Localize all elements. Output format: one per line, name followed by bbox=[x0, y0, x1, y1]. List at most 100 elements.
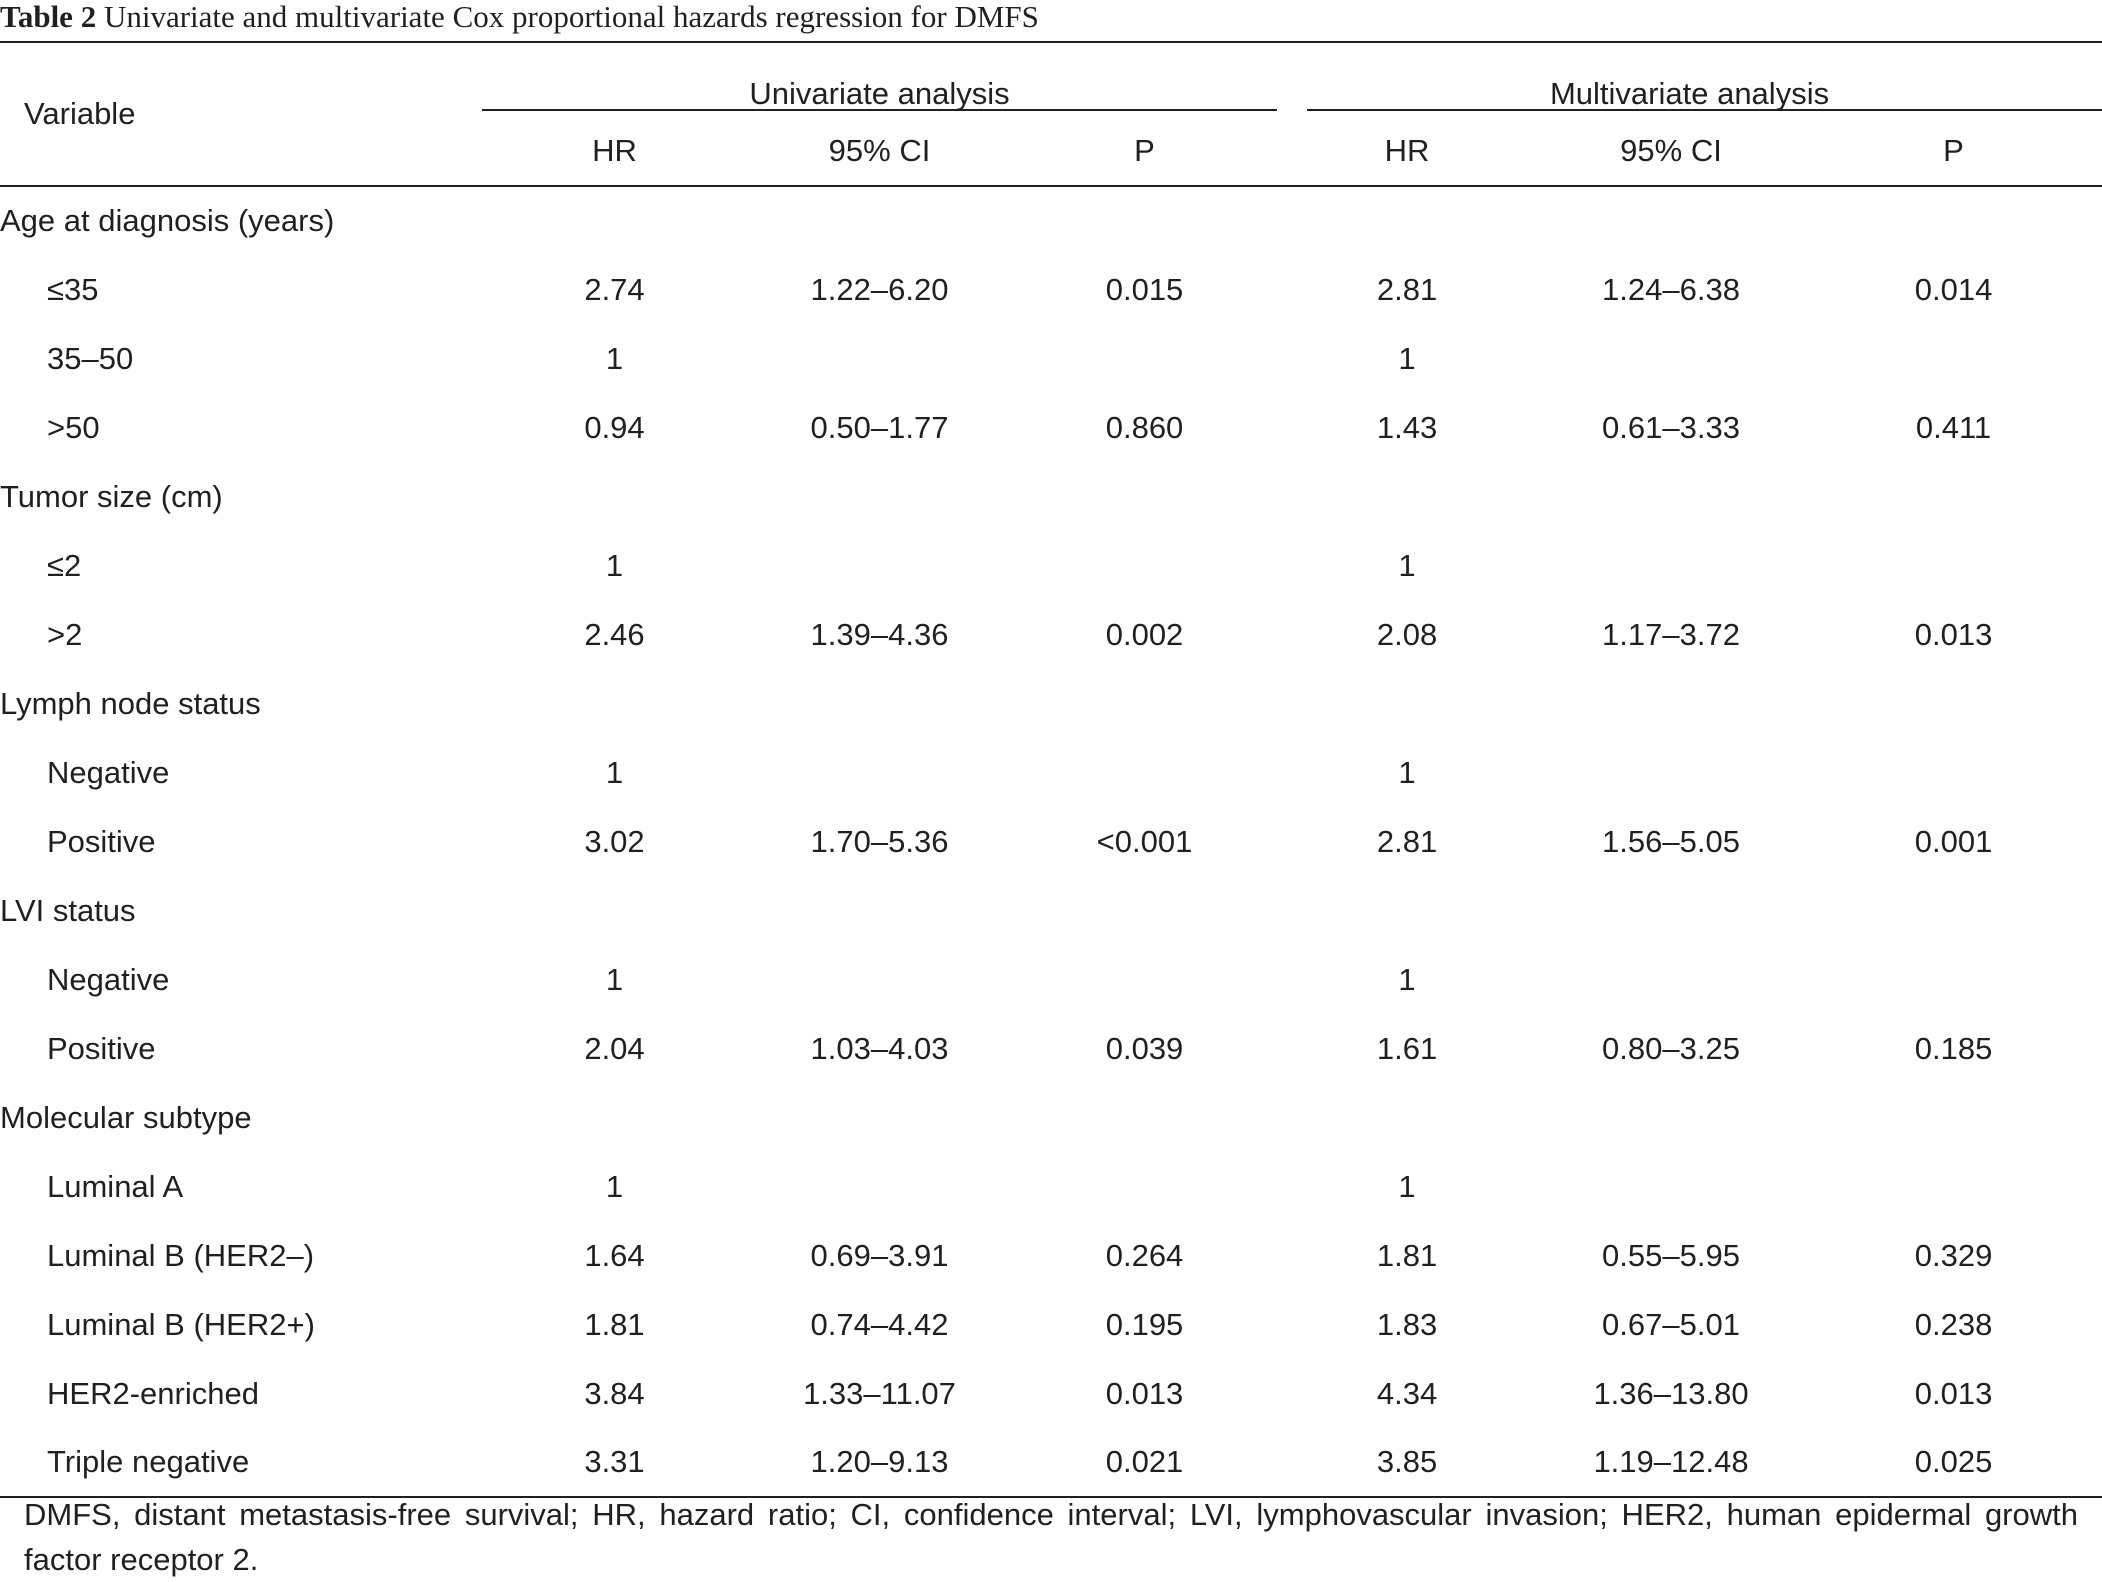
table-row-category: Tumor size (cm) bbox=[0, 462, 2102, 531]
caption-title: Univariate and multivariate Cox proporti… bbox=[103, 0, 1039, 34]
multi-p-cell bbox=[1805, 324, 2102, 393]
table-row: HER2-enriched 3.84 1.33–11.07 0.013 4.34 1.36… bbox=[0, 1359, 2102, 1428]
multi-ci-cell bbox=[1537, 738, 1805, 807]
results-table: Variable Univariate analysis Multivariat… bbox=[0, 41, 2102, 1498]
uni-ci-cell: 1.03–4.03 bbox=[810, 1030, 949, 1066]
multi-ci-cell bbox=[1537, 531, 1805, 600]
multi-hr-cell: 1.43 bbox=[1376, 409, 1438, 445]
uni-hr-cell: 0.94 bbox=[584, 409, 645, 445]
multi-hr-cell: 1 bbox=[1398, 340, 1416, 376]
multi-ci-cell: 0.67–5.01 bbox=[1602, 1306, 1740, 1342]
multi-hr-cell bbox=[1277, 876, 1537, 945]
header-row-groups: Variable Univariate analysis Multivariat… bbox=[0, 42, 2102, 187]
table-row: Luminal A 1 1 bbox=[0, 1152, 2102, 1221]
table-row-category: LVI status bbox=[0, 876, 2102, 945]
uni-ci-cell bbox=[747, 462, 1012, 531]
table-row: Luminal B (HER2–) 1.64 0.69–3.91 0.264 1.81 0… bbox=[0, 1221, 2102, 1290]
table-row-category: Molecular subtype bbox=[0, 1083, 2102, 1152]
table-row: >2 2.46 1.39–4.36 0.002 2.08 1.17–3.72 0.013 bbox=[0, 600, 2102, 669]
variable-cell: Positive bbox=[47, 1030, 156, 1066]
caption-label: Table 2 bbox=[0, 0, 97, 34]
uni-hr-cell bbox=[482, 186, 747, 255]
variable-cell: Molecular subtype bbox=[0, 1099, 252, 1135]
variable-cell: HER2-enriched bbox=[47, 1375, 259, 1411]
multi-p-cell: 0.329 bbox=[1914, 1237, 1993, 1273]
multi-p-cell bbox=[1805, 462, 2102, 531]
uni-hr-cell: 1.64 bbox=[584, 1237, 645, 1273]
table-row: 35–50 1 1 bbox=[0, 324, 2102, 393]
multi-hr-cell: 1 bbox=[1398, 547, 1416, 583]
multi-ci-cell bbox=[1537, 1152, 1805, 1221]
multi-ci-cell: 0.80–3.25 bbox=[1602, 1030, 1740, 1066]
uni-ci-cell: 0.69–3.91 bbox=[810, 1237, 949, 1273]
multi-p-cell bbox=[1805, 531, 2102, 600]
uni-p-cell bbox=[1012, 1083, 1277, 1152]
multi-ci-cell bbox=[1537, 186, 1805, 255]
uni-hr-cell: 1 bbox=[605, 961, 624, 997]
multi-ci-cell: 1.17–3.72 bbox=[1602, 616, 1740, 652]
multi-ci-cell: 0.61–3.33 bbox=[1602, 409, 1740, 445]
uni-p-cell bbox=[1012, 531, 1277, 600]
multi-hr-cell bbox=[1277, 669, 1537, 738]
uni-ci-cell bbox=[747, 945, 1012, 1014]
multi-ci-cell: 1.19–12.48 bbox=[1593, 1444, 1749, 1479]
multi-ci-cell: 1.56–5.05 bbox=[1602, 823, 1740, 859]
multi-p-cell: 0.001 bbox=[1914, 823, 1993, 859]
variable-cell: Negative bbox=[47, 961, 170, 997]
variable-cell: Luminal A bbox=[47, 1168, 184, 1204]
uni-ci-cell: 0.74–4.42 bbox=[810, 1306, 949, 1342]
multi-p-cell bbox=[1805, 945, 2102, 1014]
table-row: Negative 1 1 bbox=[0, 738, 2102, 807]
variable-cell: Positive bbox=[47, 823, 156, 859]
uni-p-cell bbox=[1012, 876, 1277, 945]
uni-ci-cell: 0.50–1.77 bbox=[810, 409, 949, 445]
uni-hr-cell: 3.84 bbox=[584, 1375, 645, 1411]
multi-hr-cell bbox=[1277, 462, 1537, 531]
multi-ci-header: 95% CI bbox=[1537, 117, 1806, 187]
multi-hr-cell: 1.81 bbox=[1376, 1237, 1438, 1273]
uni-ci-cell: 1.39–4.36 bbox=[810, 616, 949, 652]
multi-p-cell bbox=[1805, 186, 2102, 255]
variable-cell: Luminal B (HER2–) bbox=[47, 1237, 315, 1273]
uni-hr-header: HR bbox=[482, 117, 747, 187]
multi-p-cell: 0.025 bbox=[1914, 1444, 1993, 1479]
multi-p-cell: 0.238 bbox=[1914, 1306, 1993, 1342]
multi-p-cell: 0.411 bbox=[1915, 409, 1992, 445]
uni-hr-cell: 3.31 bbox=[584, 1444, 645, 1479]
multi-hr-cell bbox=[1277, 186, 1537, 255]
multi-ci-cell bbox=[1537, 1083, 1805, 1152]
multi-hr-cell: 1 bbox=[1398, 754, 1416, 790]
variable-cell: Age at diagnosis (years) bbox=[0, 203, 335, 238]
header-row-columns: HR 95% CI P HR 95% CI P bbox=[0, 117, 2102, 187]
univariate-rule bbox=[482, 109, 1277, 111]
variable-cell: ≤35 bbox=[47, 271, 99, 307]
multi-ci-cell bbox=[1537, 324, 1805, 393]
multi-hr-cell: 2.08 bbox=[1376, 616, 1438, 652]
table-caption: Table 2 Univariate and multivariate Cox … bbox=[0, 0, 2102, 40]
variable-header: Variable bbox=[0, 42, 482, 187]
multi-hr-cell bbox=[1277, 1083, 1537, 1152]
multi-p-cell: 0.013 bbox=[1914, 616, 1993, 652]
variable-cell: 35–50 bbox=[47, 340, 134, 376]
multi-p-cell bbox=[1805, 738, 2102, 807]
multi-ci-cell bbox=[1537, 876, 1805, 945]
uni-hr-cell: 1 bbox=[605, 754, 624, 790]
multi-ci-cell bbox=[1537, 945, 1805, 1014]
multi-hr-cell: 2.81 bbox=[1376, 271, 1438, 307]
uni-ci-cell bbox=[747, 738, 1012, 807]
uni-ci-cell bbox=[747, 1152, 1012, 1221]
variable-cell: Triple negative bbox=[47, 1444, 250, 1479]
multi-ci-cell: 1.24–6.38 bbox=[1602, 271, 1740, 307]
uni-p-cell bbox=[1012, 462, 1277, 531]
uni-hr-cell: 1.81 bbox=[584, 1306, 645, 1342]
variable-cell: Tumor size (cm) bbox=[0, 478, 223, 514]
uni-hr-cell: 3.02 bbox=[584, 823, 645, 859]
univariate-header-label: Univariate analysis bbox=[749, 76, 1010, 111]
multivariate-header: Multivariate analysis bbox=[1277, 42, 2102, 117]
multi-hr-cell: 1 bbox=[1398, 1168, 1416, 1204]
multi-hr-cell: 3.85 bbox=[1376, 1444, 1438, 1479]
multi-hr-cell: 2.81 bbox=[1376, 823, 1438, 859]
univariate-header: Univariate analysis bbox=[482, 42, 1277, 117]
uni-ci-header: 95% CI bbox=[747, 117, 1012, 187]
multi-hr-cell: 1 bbox=[1398, 961, 1416, 997]
